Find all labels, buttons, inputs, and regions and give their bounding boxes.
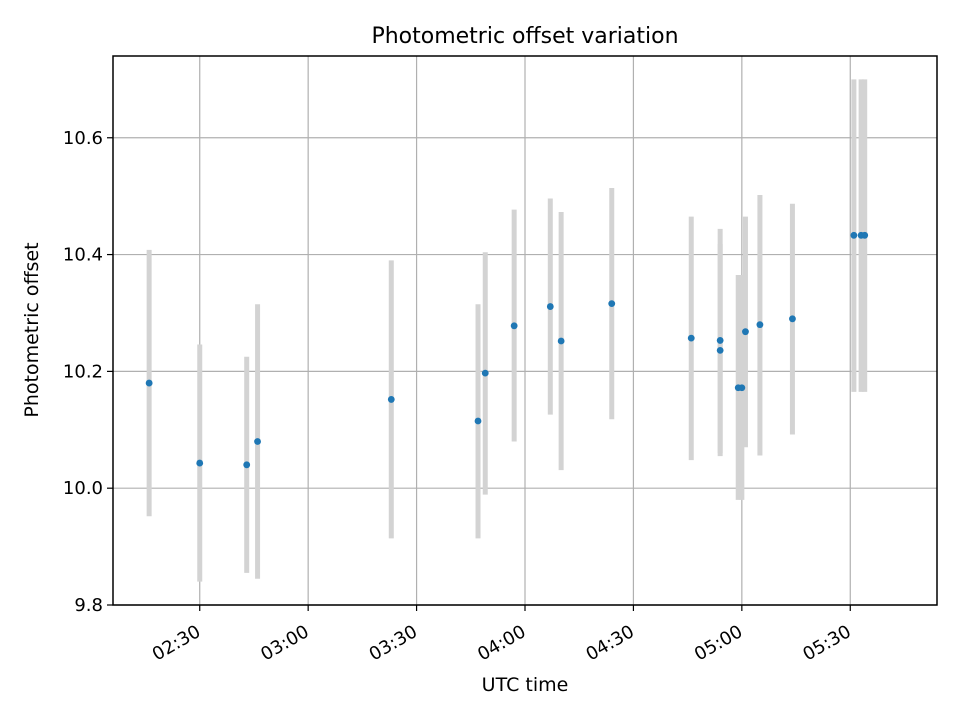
x-tick-label: 03:30 [366, 621, 421, 665]
data-point [716, 346, 724, 354]
x-tick-label: 02:30 [149, 621, 204, 665]
y-axis-label: Photometric offset [21, 242, 43, 417]
data-point [510, 322, 518, 330]
data-point [557, 337, 565, 345]
chart-title: Photometric offset variation [371, 24, 678, 49]
data-point [789, 315, 796, 323]
x-axis-label: UTC time [482, 674, 569, 696]
data-point [196, 459, 204, 467]
x-tick-label: 04:00 [474, 621, 529, 665]
data-point [243, 461, 251, 469]
data-point [756, 321, 764, 329]
points-layer [145, 231, 869, 469]
data-point [254, 438, 261, 445]
data-point [861, 231, 869, 239]
y-tick-label: 10.2 [63, 361, 103, 382]
data-point [716, 337, 724, 344]
data-point [546, 303, 554, 310]
x-tick-layer: 02:30 03:00 03:30 04:00 04:30 05:00 05:30 [149, 605, 855, 665]
data-point [742, 328, 749, 336]
y-tick-label: 9.8 [74, 595, 103, 616]
y-tick-layer: 9.8 10.0 10.2 10.4 10.6 [63, 128, 113, 616]
x-tick-label: 05:00 [691, 621, 746, 665]
x-tick-label: 03:00 [257, 621, 312, 665]
data-point [481, 369, 489, 377]
errorbar-layer [146, 79, 868, 582]
data-point [687, 334, 695, 342]
data-point [387, 396, 395, 403]
y-tick-label: 10.4 [63, 245, 103, 266]
x-tick-label: 04:30 [582, 621, 637, 665]
y-tick-label: 10.0 [63, 478, 103, 499]
data-point [738, 384, 746, 392]
data-point [145, 379, 153, 387]
x-tick-label: 05:30 [799, 621, 854, 665]
grid-layer [113, 56, 937, 606]
y-tick-label: 10.6 [63, 128, 103, 149]
data-point [474, 417, 482, 425]
data-point [608, 300, 616, 308]
data-point [850, 231, 858, 239]
